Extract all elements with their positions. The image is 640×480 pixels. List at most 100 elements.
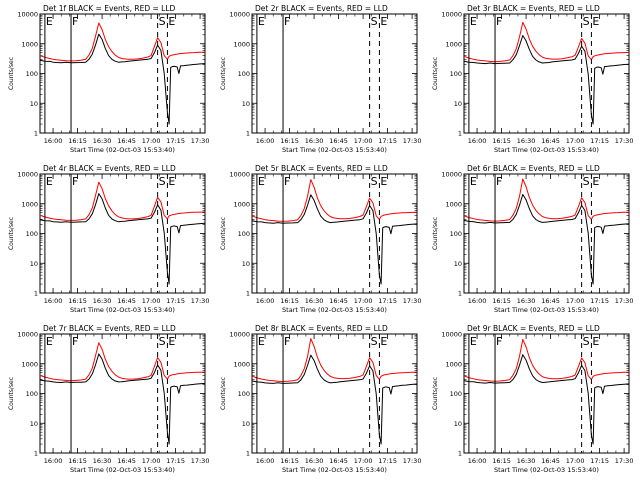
lld-series-line (463, 21, 630, 63)
panel-1: Det 1f BLACK = Events, RED = LLD 1 10 100 10… (8, 4, 209, 154)
panel-4: Det 4r BLACK = Events, RED = LLD 1 10 100 10… (8, 164, 209, 314)
panel-6: Det 6r BLACK = Events, RED = LLD 1 10 100 10… (432, 164, 633, 314)
marker-label: E (592, 15, 599, 28)
x-tick-label: 16:45 (541, 137, 560, 145)
y-tick-label: 1 (246, 290, 250, 298)
x-axis-title: Start Time (02-Oct-03 15:53:40) (282, 466, 387, 474)
marker-label: E (168, 15, 175, 28)
x-tick-label: 16:15 (280, 457, 299, 465)
x-tick-label: 17:15 (378, 137, 397, 145)
x-tick-label: 17:00 (142, 297, 161, 305)
panel-3: Det 3r BLACK = Events, RED = LLD 1 10 100 10… (432, 4, 633, 154)
marker-label: F (496, 15, 502, 28)
panel-title: Det 4r BLACK = Events, RED = LLD (43, 164, 176, 173)
x-tick-label: 16:30 (93, 457, 112, 465)
x-tick-label: 16:00 (256, 137, 275, 145)
plot-frame (463, 13, 630, 134)
y-tick-label: 1 (34, 290, 38, 298)
x-tick-label: 16:15 (492, 137, 511, 145)
x-tick-label: 17:00 (142, 457, 161, 465)
y-tick-label: 10 (30, 420, 38, 428)
lld-series-line (463, 338, 630, 382)
x-tick-label: 17:30 (191, 137, 210, 145)
x-tick-label: 16:00 (44, 457, 63, 465)
y-tick-label: 1 (458, 130, 462, 138)
panel-2: Det 2r BLACK = Events, RED = LLD 1 10 100 10… (220, 4, 421, 154)
marker-label: E (470, 15, 477, 28)
marker-label: E (470, 175, 477, 188)
y-tick-label: 10 (242, 100, 250, 108)
x-tick-label: 17:15 (166, 457, 185, 465)
x-tick-label: 17:15 (166, 137, 185, 145)
x-tick-label: 17:15 (590, 457, 609, 465)
panel-title: Det 5r BLACK = Events, RED = LLD (255, 164, 388, 173)
y-axis-title: Counts/sec (8, 57, 15, 90)
marker-label: S (159, 15, 166, 28)
x-tick-label: 16:00 (468, 457, 487, 465)
y-tick-label: 10000 (17, 171, 38, 179)
lld-series-line (251, 338, 418, 382)
y-tick-label: 10000 (17, 11, 38, 19)
x-tick-label: 16:30 (517, 137, 536, 145)
lld-series-line (39, 181, 206, 221)
panel-7: Det 7r BLACK = Events, RED = LLD 1 10 100 10… (8, 324, 209, 474)
x-tick-label: 16:00 (256, 297, 275, 305)
marker-label: F (72, 175, 78, 188)
x-tick-label: 17:00 (566, 297, 585, 305)
y-tick-label: 100 (238, 230, 250, 238)
x-tick-label: 16:45 (117, 137, 136, 145)
y-axis-title: Counts/sec (220, 217, 227, 250)
marker-label: E (46, 335, 53, 348)
events-series-line (251, 194, 418, 285)
y-tick-label: 10 (242, 260, 250, 268)
x-axis-title: Start Time (02-Oct-03 15:53:40) (494, 146, 599, 154)
y-tick-label: 1000 (21, 360, 38, 368)
x-tick-label: 17:15 (590, 297, 609, 305)
x-tick-label: 17:00 (354, 297, 373, 305)
x-tick-label: 17:00 (566, 457, 585, 465)
x-tick-label: 17:15 (378, 297, 397, 305)
x-tick-label: 16:15 (280, 137, 299, 145)
x-tick-label: 17:30 (191, 457, 210, 465)
x-tick-label: 16:45 (329, 457, 348, 465)
plot-frame (251, 333, 418, 454)
y-axis-title: Counts/sec (432, 217, 439, 250)
x-tick-label: 16:00 (44, 297, 63, 305)
marker-label: E (258, 335, 265, 348)
events-series-line (463, 354, 630, 445)
marker-label: F (284, 335, 290, 348)
y-axis-title: Counts/sec (8, 377, 15, 410)
y-tick-label: 10000 (229, 11, 250, 19)
marker-label: E (380, 175, 387, 188)
x-tick-label: 17:00 (566, 137, 585, 145)
y-axis-title: Counts/sec (432, 377, 439, 410)
events-series-line (463, 194, 630, 285)
marker-label: F (284, 15, 290, 28)
x-axis-title: Start Time (02-Oct-03 15:53:40) (70, 146, 175, 154)
marker-label: E (380, 15, 387, 28)
x-tick-label: 17:15 (166, 297, 185, 305)
marker-label: E (470, 335, 477, 348)
plot-frame (39, 333, 206, 454)
lld-series-line (39, 342, 206, 382)
x-tick-label: 16:15 (68, 297, 87, 305)
panel-title: Det 2r BLACK = Events, RED = LLD (255, 4, 388, 13)
y-tick-label: 10 (454, 420, 462, 428)
x-tick-label: 17:30 (191, 297, 210, 305)
x-tick-label: 16:45 (329, 297, 348, 305)
x-tick-label: 16:00 (468, 297, 487, 305)
panel-title: Det 7r BLACK = Events, RED = LLD (43, 324, 176, 333)
panel-title: Det 1f BLACK = Events, RED = LLD (43, 4, 176, 13)
x-tick-label: 16:45 (541, 297, 560, 305)
y-tick-label: 1000 (233, 200, 250, 208)
y-tick-label: 1 (458, 450, 462, 458)
lld-series-line (251, 179, 418, 222)
y-tick-label: 10 (454, 260, 462, 268)
plot-frame (251, 13, 418, 134)
x-tick-label: 17:30 (615, 297, 634, 305)
events-series-line (463, 35, 630, 125)
x-tick-label: 17:30 (403, 297, 422, 305)
lld-series-line (39, 22, 206, 62)
y-tick-label: 10000 (17, 331, 38, 339)
